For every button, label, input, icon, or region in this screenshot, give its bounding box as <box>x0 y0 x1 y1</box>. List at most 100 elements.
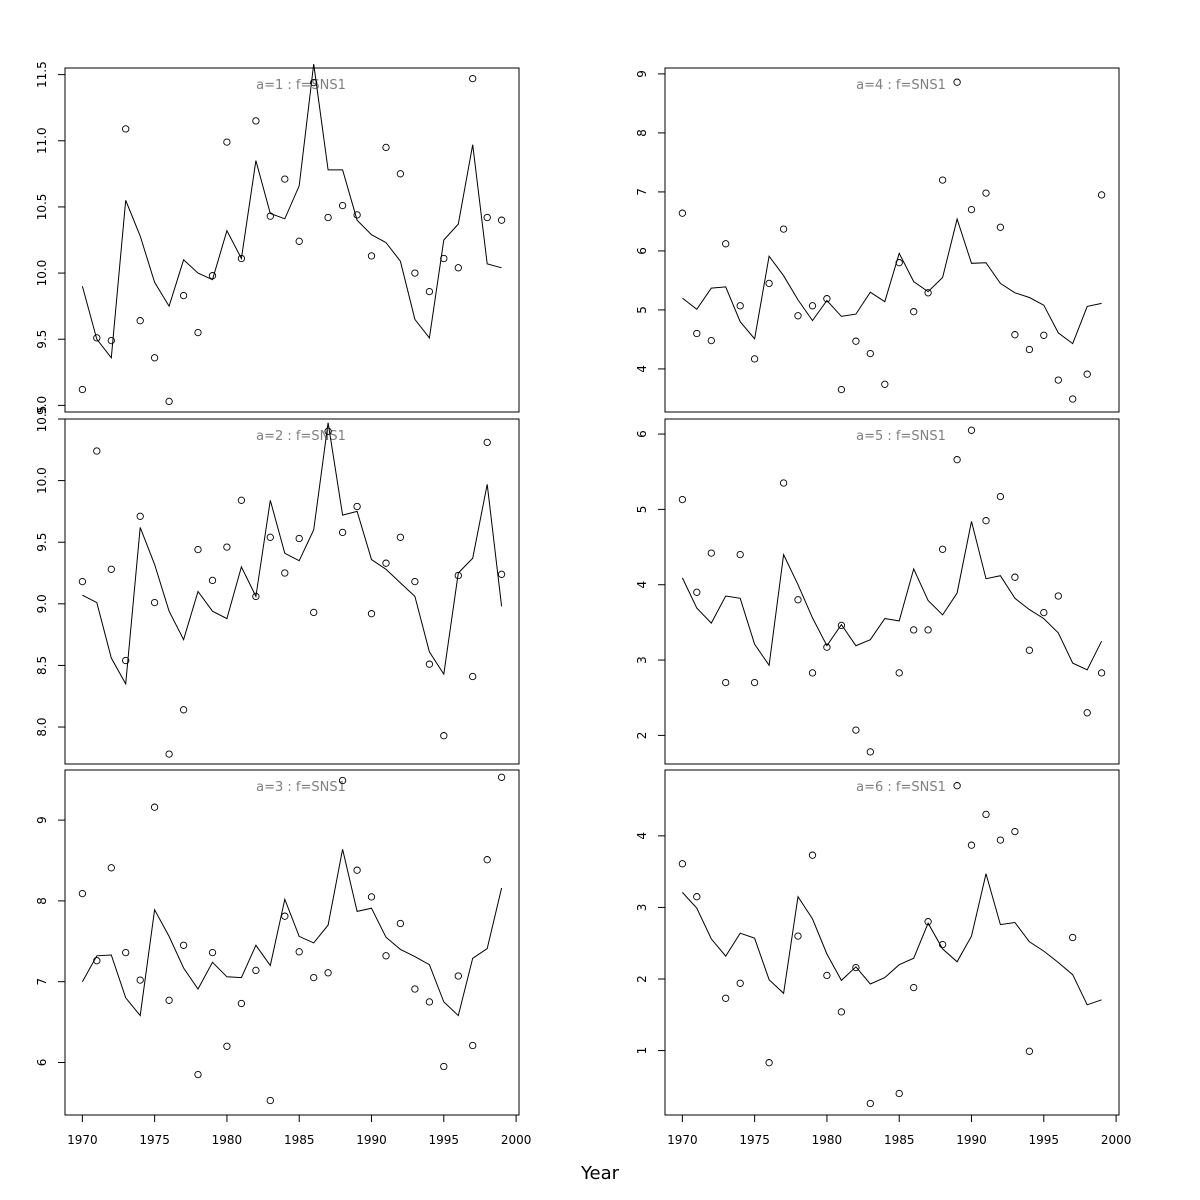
x-tick-label: 1995 <box>1029 1133 1060 1147</box>
observed-point <box>194 328 202 337</box>
fitted-line <box>682 217 1102 345</box>
observed-point <box>722 678 730 687</box>
observed-point <box>996 492 1005 501</box>
observed-point <box>910 626 918 634</box>
observed-point <box>310 608 318 617</box>
y-tick-label: 7 <box>635 188 649 196</box>
y-tick-label: 7 <box>35 978 49 986</box>
observed-point <box>382 143 390 152</box>
panel-frame <box>664 67 1120 413</box>
y-tick-label: 2 <box>635 732 649 740</box>
observed-point <box>750 355 759 363</box>
observed-point <box>924 918 932 926</box>
observed-point <box>469 672 477 681</box>
observed-point <box>996 836 1005 844</box>
observed-point <box>353 866 361 874</box>
observed-point <box>165 996 173 1004</box>
observed-point <box>1097 669 1106 677</box>
observed-point <box>1040 608 1048 617</box>
panel-5: 2 3 4 5 6 a=5 : f=SNS1 <box>635 418 1120 765</box>
observed-point <box>678 860 687 868</box>
observed-point <box>736 979 744 987</box>
observed-point <box>107 565 115 573</box>
fitted-line <box>81 63 502 360</box>
x-tick-label: 1970 <box>667 1133 698 1147</box>
observed-point <box>996 223 1005 231</box>
observed-point <box>678 495 687 504</box>
panel-title: a=6 : f=SNS1 <box>856 780 946 795</box>
y-tick-label: 6 <box>35 1059 49 1067</box>
observed-point <box>1069 395 1077 403</box>
observed-point <box>895 669 903 677</box>
observed-point <box>281 175 289 183</box>
y-tick-label: 5 <box>635 306 649 314</box>
observed-point <box>310 973 318 982</box>
panel-2: 8.0 8.5 9.0 9.5 10.0 10.5 a=2 : f=SNS1 <box>35 406 520 765</box>
observed-point <box>852 963 860 972</box>
x-tick-label: 1975 <box>739 1133 770 1147</box>
y-tick-label: 10.5 <box>35 406 49 433</box>
observed-point <box>483 438 491 447</box>
observed-point <box>353 211 361 219</box>
observed-point <box>252 966 260 975</box>
observed-point <box>396 919 405 928</box>
x-tick-label: 2000 <box>501 1133 532 1147</box>
observed-point <box>779 479 788 487</box>
y-tick-label: 9.0 <box>35 594 49 613</box>
observed-point <box>693 329 701 338</box>
observed-point <box>295 237 303 245</box>
y-tick-label: 8 <box>635 129 649 137</box>
observed-point <box>1011 827 1019 836</box>
observed-point <box>497 216 506 224</box>
y-tick-label: 5 <box>635 506 649 514</box>
observed-point <box>1025 345 1034 354</box>
observed-point <box>208 576 217 585</box>
observed-point <box>150 598 159 607</box>
observed-point <box>324 213 332 222</box>
observed-point <box>693 588 701 596</box>
observed-point <box>982 810 990 819</box>
observed-point <box>440 1062 448 1071</box>
observed-point <box>136 976 144 984</box>
observed-point <box>722 240 730 248</box>
observed-point <box>396 533 405 541</box>
panel-6: 1 2 3 4 1970 1975 1980 1985 1990 1995 2000 a=6 : f=… <box>635 769 1132 1147</box>
y-tick-label: 11.0 <box>35 127 49 154</box>
y-tick-label: 10.0 <box>35 467 49 494</box>
x-tick-label: 1980 <box>812 1133 843 1147</box>
panel-frame <box>64 769 520 1116</box>
observed-point <box>1040 331 1048 339</box>
x-tick-label: 1985 <box>284 1133 315 1147</box>
chart-panels: 9.0 9.5 10.0 10.5 11.0 11.5 a=1 : f=SNS1 8.0 8.5… <box>35 61 1131 1147</box>
observed-point <box>852 726 860 734</box>
observed-point <box>440 254 448 263</box>
observed-point <box>324 427 332 435</box>
observed-point <box>454 972 462 980</box>
observed-point <box>122 656 130 665</box>
observed-point <box>866 748 874 756</box>
observed-point <box>310 78 318 87</box>
panel-3: 6 7 8 9 1970 1975 1980 1985 1990 1995 2000 a=3 : f=… <box>35 769 532 1147</box>
x-tick-label: 2000 <box>1101 1133 1132 1147</box>
observed-point <box>808 669 817 677</box>
panel-title: a=5 : f=SNS1 <box>856 429 946 444</box>
observed-point <box>440 732 448 740</box>
observed-point <box>953 78 961 86</box>
x-tick-label: 1990 <box>356 1133 387 1147</box>
observed-point <box>866 1099 874 1108</box>
observed-point <box>1025 1047 1034 1055</box>
fitted-line <box>81 849 503 1017</box>
y-tick-label: 4 <box>635 581 649 589</box>
observed-point <box>266 212 274 220</box>
observed-point <box>1083 370 1091 378</box>
observed-point <box>823 295 831 303</box>
observed-point <box>736 302 744 310</box>
observed-point <box>750 678 759 687</box>
observed-point <box>324 969 332 977</box>
observed-point <box>411 577 419 586</box>
observed-point <box>179 291 188 300</box>
observed-point <box>1054 592 1062 600</box>
observed-point <box>794 932 802 940</box>
observed-point <box>237 496 246 504</box>
x-axis-title: Year <box>580 1163 620 1184</box>
